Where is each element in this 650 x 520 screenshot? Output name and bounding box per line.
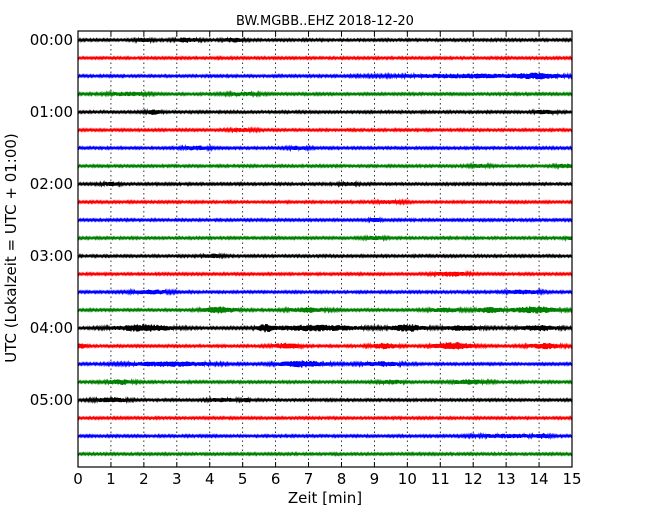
y-tick-label: 02:00: [30, 175, 73, 193]
trace-0130: [77, 143, 573, 153]
x-tick-label: 0: [73, 470, 83, 488]
trace-0345: [77, 305, 573, 315]
trace-0530: [77, 431, 573, 441]
x-tick-label: 15: [562, 470, 581, 488]
trace-0015: [77, 55, 573, 61]
y-tick-label: 04:00: [30, 319, 73, 337]
trace-0415: [77, 341, 573, 350]
trace-0115: [77, 126, 573, 134]
plot-frame: [77, 30, 573, 468]
x-tick-label: 1: [106, 470, 116, 488]
trace-0215: [77, 198, 573, 207]
trace-0145: [77, 162, 573, 170]
y-axis-label: UTC (Lokalzeit = UTC + 01:00): [2, 133, 20, 363]
x-tick-label: 4: [205, 470, 215, 488]
trace-0030: [77, 71, 573, 81]
trace-0430: [77, 359, 573, 369]
trace-0545: [77, 451, 573, 457]
trace-0330: [77, 287, 573, 297]
seismic-traces: [77, 36, 573, 457]
x-tick-label: 10: [398, 470, 417, 488]
y-tick-label: 00:00: [30, 31, 73, 49]
y-tick-label: 05:00: [30, 391, 73, 409]
trace-0500: [77, 396, 573, 404]
chart-title: BW.MGBB..EHZ 2018-12-20: [236, 14, 414, 29]
x-tick-label: 2: [139, 470, 149, 488]
x-tick-label: 7: [304, 470, 314, 488]
trace-0400: [77, 323, 573, 333]
y-axis-ticks: 00:00 01:00 02:00 03:00 04:00 05:00: [30, 31, 572, 409]
y-tick-label: 03:00: [30, 247, 73, 265]
x-tick-label: 8: [337, 470, 347, 488]
x-tick-label: 3: [172, 470, 182, 488]
trace-0315: [77, 270, 573, 278]
x-tick-label: 11: [431, 470, 450, 488]
trace-0100: [77, 108, 573, 117]
x-axis-ticks: 0 1 2 3 4 5 6 7 8 9 10 11 12 13 14 15: [73, 31, 582, 488]
trace-0045: [77, 89, 573, 99]
grid-lines: [110, 31, 540, 467]
trace-0515: [77, 415, 573, 421]
axes: [77, 30, 573, 468]
trace-0445: [77, 378, 573, 387]
trace-0245: [77, 234, 573, 243]
trace-0300: [77, 252, 573, 260]
y-tick-label: 01:00: [30, 103, 73, 121]
x-tick-label: 5: [238, 470, 248, 488]
x-tick-label: 6: [271, 470, 281, 488]
x-tick-label: 9: [370, 470, 380, 488]
trace-0230: [77, 216, 573, 224]
x-tick-label: 13: [497, 470, 516, 488]
trace-0000: [77, 36, 573, 45]
trace-0200: [77, 179, 573, 188]
x-tick-label: 12: [464, 470, 483, 488]
x-tick-label: 14: [530, 470, 549, 488]
x-axis-label: Zeit [min]: [288, 489, 362, 507]
